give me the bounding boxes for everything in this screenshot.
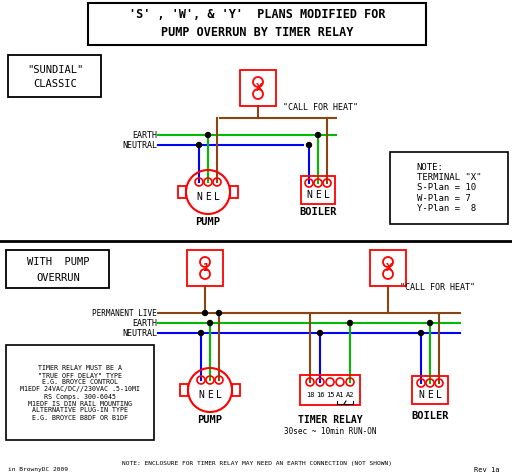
Text: NEUTRAL: NEUTRAL (122, 328, 157, 337)
Text: NEUTRAL: NEUTRAL (122, 140, 157, 149)
Circle shape (207, 320, 212, 326)
Text: 1: 1 (203, 263, 209, 273)
Circle shape (418, 330, 423, 336)
Text: NOTE: ENCLOSURE FOR TIMER RELAY MAY NEED AN EARTH CONNECTION (NOT SHOWN): NOTE: ENCLOSURE FOR TIMER RELAY MAY NEED… (122, 460, 392, 466)
Text: N: N (198, 390, 204, 400)
Text: in BrownyDC 2009: in BrownyDC 2009 (8, 467, 68, 473)
Circle shape (315, 132, 321, 138)
Bar (240, 70, 276, 106)
Bar (301, 176, 335, 204)
Text: NOTE:
TERMINAL "X"
S-Plan = 10
W-Plan = 7
Y-Plan =  8: NOTE: TERMINAL "X" S-Plan = 10 W-Plan = … (417, 163, 481, 213)
Text: E: E (207, 390, 213, 400)
Text: L: L (436, 390, 442, 400)
Bar (8, 55, 101, 97)
Text: L: L (324, 190, 330, 200)
Bar (390, 152, 508, 224)
Circle shape (203, 310, 207, 316)
Text: 16: 16 (316, 392, 324, 398)
Text: 'S' , 'W', & 'Y'  PLANS MODIFIED FOR: 'S' , 'W', & 'Y' PLANS MODIFIED FOR (129, 9, 385, 21)
Circle shape (197, 142, 202, 148)
Bar (180, 384, 188, 396)
Text: PUMP OVERRUN BY TIMER RELAY: PUMP OVERRUN BY TIMER RELAY (161, 27, 353, 40)
Bar (412, 376, 448, 404)
Text: X: X (386, 263, 392, 273)
Circle shape (317, 330, 323, 336)
Bar (300, 375, 360, 405)
Bar (6, 345, 154, 440)
Text: OVERRUN: OVERRUN (36, 273, 80, 283)
Text: N: N (418, 390, 424, 400)
Text: X: X (255, 83, 262, 93)
Bar (6, 250, 109, 288)
Text: A2: A2 (346, 392, 354, 398)
Text: EARTH: EARTH (132, 130, 157, 139)
Text: 18: 18 (306, 392, 314, 398)
Text: PUMP: PUMP (198, 415, 223, 425)
Text: "SUNDIAL": "SUNDIAL" (27, 65, 83, 75)
Circle shape (348, 320, 352, 326)
Text: Rev 1a: Rev 1a (475, 467, 500, 473)
Bar (370, 250, 406, 286)
Text: "CALL FOR HEAT": "CALL FOR HEAT" (400, 284, 475, 292)
Text: E: E (427, 390, 433, 400)
Bar (88, 3, 426, 45)
Text: TIMER RELAY: TIMER RELAY (297, 415, 362, 425)
Circle shape (199, 330, 203, 336)
Circle shape (217, 310, 222, 316)
Bar (232, 384, 240, 396)
Text: EARTH: EARTH (132, 318, 157, 327)
Bar (178, 186, 186, 198)
Bar (187, 250, 223, 286)
Text: L: L (214, 192, 220, 202)
Text: WITH  PUMP: WITH PUMP (27, 257, 89, 267)
Text: N: N (306, 190, 312, 200)
Text: 30sec ~ 10min RUN-ON: 30sec ~ 10min RUN-ON (284, 427, 376, 436)
Circle shape (307, 142, 311, 148)
Text: N: N (196, 192, 202, 202)
Text: 15: 15 (326, 392, 334, 398)
Text: CLASSIC: CLASSIC (33, 79, 77, 89)
Text: L: L (216, 390, 222, 400)
Text: BOILER: BOILER (299, 207, 337, 217)
Text: PERMANENT LIVE: PERMANENT LIVE (92, 308, 157, 317)
Text: BOILER: BOILER (411, 411, 449, 421)
Text: "CALL FOR HEAT": "CALL FOR HEAT" (283, 103, 358, 112)
Circle shape (205, 132, 210, 138)
Text: E: E (205, 192, 211, 202)
Text: PUMP: PUMP (196, 217, 221, 227)
Bar (230, 186, 238, 198)
Text: TIMER RELAY MUST BE A
"TRUE OFF DELAY" TYPE
E.G. BROYCE CONTROL
M1EDF 24VAC/DC//: TIMER RELAY MUST BE A "TRUE OFF DELAY" T… (20, 366, 140, 420)
Text: A1: A1 (336, 392, 344, 398)
Circle shape (428, 320, 433, 326)
Text: E: E (315, 190, 321, 200)
